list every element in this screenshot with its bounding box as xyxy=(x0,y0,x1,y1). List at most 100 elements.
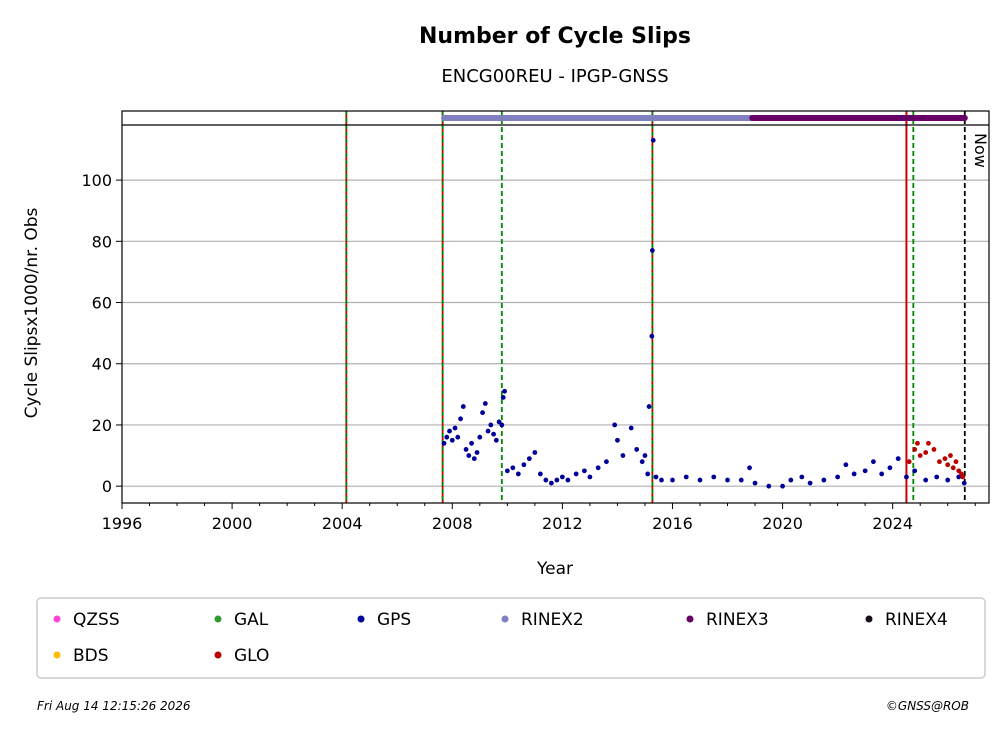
x-tick-label: 1996 xyxy=(102,514,143,533)
data-point-gps xyxy=(449,437,455,443)
data-point-glo xyxy=(948,453,953,458)
y-tick-label: 40 xyxy=(92,355,112,374)
chart-subtitle: ENCG00REU - IPGP-GNSS xyxy=(441,66,668,87)
data-point-glo xyxy=(956,468,962,474)
data-point-gps xyxy=(485,428,491,434)
data-point-gps xyxy=(639,459,645,465)
data-point-glo xyxy=(917,453,923,458)
data-point-glo xyxy=(950,465,956,471)
data-point-gps xyxy=(471,456,477,462)
x-tick-label: 2024 xyxy=(872,514,913,533)
data-point-glo xyxy=(945,462,951,468)
data-point-glo xyxy=(915,440,920,446)
data-point-gps xyxy=(565,477,571,483)
data-point-gps xyxy=(634,447,640,452)
legend-label: GLO xyxy=(234,646,269,666)
data-point-gps xyxy=(500,395,506,400)
legend-marker xyxy=(53,615,61,623)
x-tick-label: 2000 xyxy=(212,514,253,533)
data-point-gps xyxy=(747,465,752,471)
data-point-gps xyxy=(780,483,785,489)
y-tick-label: 0 xyxy=(102,477,112,496)
data-points xyxy=(441,137,967,489)
legend-marker xyxy=(214,651,222,659)
now-label: Now xyxy=(971,133,990,168)
data-point-gps xyxy=(460,404,466,409)
legend-label: QZSS xyxy=(73,610,120,630)
data-point-gps xyxy=(649,248,655,253)
y-tick-label: 80 xyxy=(92,232,112,251)
data-point-gps xyxy=(455,434,461,440)
y-axis-label: Cycle Slipsx1000/nr. Obs xyxy=(22,207,42,418)
y-tick-label: 100 xyxy=(81,171,112,190)
data-point-gps xyxy=(895,456,901,462)
data-point-gps xyxy=(887,465,893,471)
data-point-gps xyxy=(653,474,659,480)
data-point-gps xyxy=(835,474,841,480)
data-point-gps xyxy=(493,437,499,443)
data-point-gps xyxy=(595,465,601,471)
data-point-gps xyxy=(851,471,857,477)
data-point-gps xyxy=(711,474,717,480)
data-point-gps xyxy=(573,471,579,477)
data-point-gps xyxy=(532,450,538,455)
data-point-gps xyxy=(488,422,494,428)
data-point-gps xyxy=(904,474,909,480)
x-axis-label: Year xyxy=(536,559,573,579)
data-point-gps xyxy=(649,333,655,339)
data-point-gps xyxy=(628,425,634,431)
legend-label: GPS xyxy=(377,610,411,630)
data-point-gps xyxy=(499,422,505,428)
data-point-gps xyxy=(477,434,483,440)
event-lines: Now xyxy=(345,111,990,503)
data-point-gps xyxy=(766,483,772,489)
data-point-gps xyxy=(697,477,703,483)
data-point-gps xyxy=(683,474,689,480)
data-point-glo xyxy=(953,459,959,465)
data-point-gps xyxy=(821,477,827,483)
legend-marker xyxy=(501,615,509,623)
x-tick-label: 2008 xyxy=(432,514,473,533)
data-point-gps xyxy=(502,388,507,394)
data-point-glo xyxy=(931,447,937,452)
data-point-gps xyxy=(447,428,452,434)
data-point-gps xyxy=(582,468,587,474)
data-point-gps xyxy=(548,480,554,486)
data-point-gps xyxy=(452,425,458,431)
data-point-gps xyxy=(923,477,929,483)
data-point-gps xyxy=(945,477,951,483)
legend-marker xyxy=(357,615,365,623)
data-point-gps xyxy=(480,410,485,416)
data-point-gps xyxy=(496,419,502,425)
data-point-gps xyxy=(515,471,521,477)
data-point-gps xyxy=(491,431,496,437)
data-point-gps xyxy=(659,477,664,483)
data-point-gps xyxy=(604,459,609,465)
y-tick-label: 20 xyxy=(92,416,112,435)
data-point-gps xyxy=(612,422,618,428)
legend-marker xyxy=(53,651,61,659)
data-point-gps xyxy=(961,480,967,486)
data-point-glo xyxy=(942,456,948,462)
x-tick-label: 2004 xyxy=(322,514,363,533)
data-point-glo xyxy=(937,459,942,465)
data-point-glo xyxy=(926,440,931,446)
footer-copyright: ©GNSS@ROB xyxy=(886,699,969,713)
footer-timestamp: Fri Aug 14 12:15:26 2026 xyxy=(37,699,191,713)
x-tick-label: 2012 xyxy=(542,514,583,533)
legend-marker xyxy=(865,615,873,623)
data-point-gps xyxy=(650,137,656,143)
data-point-gps xyxy=(879,471,885,477)
data-point-gps xyxy=(912,468,918,474)
data-point-glo xyxy=(960,474,966,480)
x-axis-ticks: 1996 2000 2004 2008 2012 2016 2020 2024 xyxy=(102,503,976,533)
data-point-gps xyxy=(725,477,730,483)
data-point-gps xyxy=(469,440,474,446)
x-tick-label: 2020 xyxy=(762,514,803,533)
plot-frame xyxy=(121,110,990,504)
data-point-gps xyxy=(843,462,849,468)
data-point-gps xyxy=(956,474,962,480)
data-point-gps xyxy=(615,437,620,443)
data-point-gps xyxy=(537,471,543,477)
